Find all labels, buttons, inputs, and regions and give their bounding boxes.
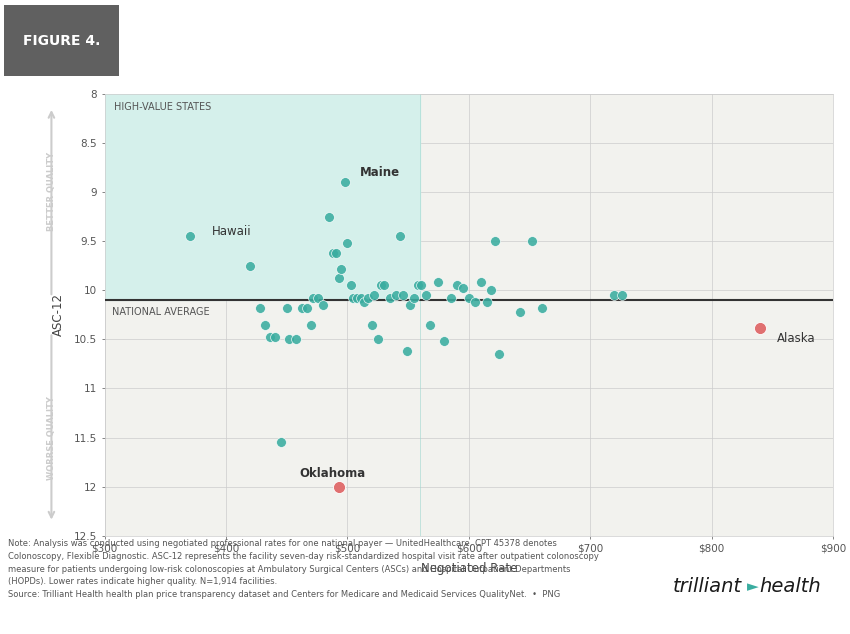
Text: Note: Analysis was conducted using negotiated professional rates for one nationa: Note: Analysis was conducted using negot… — [8, 539, 599, 599]
Point — [347, 293, 360, 303]
Point — [400, 346, 414, 356]
Point — [462, 293, 476, 303]
Point — [341, 238, 354, 248]
Text: NATIONAL AVERAGE: NATIONAL AVERAGE — [112, 307, 209, 317]
Point — [296, 303, 309, 313]
Point — [404, 300, 417, 310]
Text: Hawaii: Hawaii — [212, 225, 251, 238]
Text: trilliant: trilliant — [673, 577, 742, 596]
Point — [420, 290, 434, 301]
X-axis label: Negotiated Rate: Negotiated Rate — [421, 562, 517, 574]
Point — [415, 280, 428, 290]
Point — [489, 236, 502, 246]
Point — [282, 334, 296, 344]
Point — [407, 293, 421, 303]
Point — [525, 236, 539, 246]
Text: FIGURE 4.: FIGURE 4. — [23, 34, 100, 48]
Text: ►: ► — [746, 579, 758, 594]
Text: Oklahoma: Oklahoma — [300, 467, 366, 480]
Point — [535, 303, 548, 313]
Point — [358, 297, 371, 307]
Point — [335, 264, 348, 274]
Point — [371, 334, 384, 344]
Text: BETTER QUALITY: BETTER QUALITY — [47, 152, 56, 231]
Point — [332, 273, 346, 283]
Point — [316, 300, 330, 310]
Point — [411, 280, 425, 290]
Point — [396, 290, 410, 301]
Point — [280, 303, 293, 313]
Point — [484, 285, 497, 295]
Point — [383, 293, 397, 303]
Point — [243, 261, 257, 271]
Point — [338, 177, 352, 187]
Point — [330, 248, 343, 258]
Text: Alaska: Alaska — [777, 332, 816, 346]
Point — [258, 320, 272, 330]
Point — [450, 280, 463, 290]
Point — [456, 283, 469, 294]
Point — [492, 349, 506, 359]
Point — [375, 280, 388, 290]
Point — [311, 293, 325, 303]
Text: WORRSE QUALITY: WORRSE QUALITY — [47, 397, 56, 481]
Point — [253, 303, 267, 313]
Point — [326, 248, 340, 258]
Text: MEDIAN IN-NETWORK NEGOTIATED RATE VS AVERAGE SEVEN-DAY UNPLANNED
HOSPITAL VISIT : MEDIAN IN-NETWORK NEGOTIATED RATE VS AVE… — [132, 23, 634, 47]
Text: health: health — [760, 577, 821, 596]
Bar — [4, 5, 119, 76]
Point — [438, 336, 451, 346]
Point — [608, 290, 621, 301]
Point — [361, 293, 375, 303]
Text: HIGH-VALUE STATES: HIGH-VALUE STATES — [114, 101, 212, 112]
Point — [307, 293, 320, 303]
Point — [268, 332, 281, 342]
Point — [389, 290, 403, 301]
Point — [753, 323, 767, 333]
Point — [365, 320, 378, 330]
Point — [367, 290, 381, 301]
Point — [183, 231, 196, 242]
Point — [350, 293, 364, 303]
Point — [377, 280, 391, 290]
Text: Maine: Maine — [360, 166, 400, 179]
Point — [332, 482, 346, 492]
Point — [290, 334, 303, 344]
Point — [474, 277, 488, 287]
Point — [444, 293, 457, 303]
Point — [322, 212, 336, 222]
Point — [423, 320, 437, 330]
Point — [301, 303, 314, 313]
Point — [615, 290, 628, 301]
Point — [513, 307, 526, 317]
Point — [354, 293, 367, 303]
Point — [263, 332, 276, 342]
Point — [432, 277, 445, 287]
Point — [468, 297, 482, 307]
Point — [304, 320, 318, 330]
Point — [393, 231, 406, 242]
Point — [480, 297, 494, 307]
Y-axis label: ASC-12: ASC-12 — [53, 294, 65, 336]
Point — [344, 280, 358, 290]
Point — [274, 437, 287, 448]
